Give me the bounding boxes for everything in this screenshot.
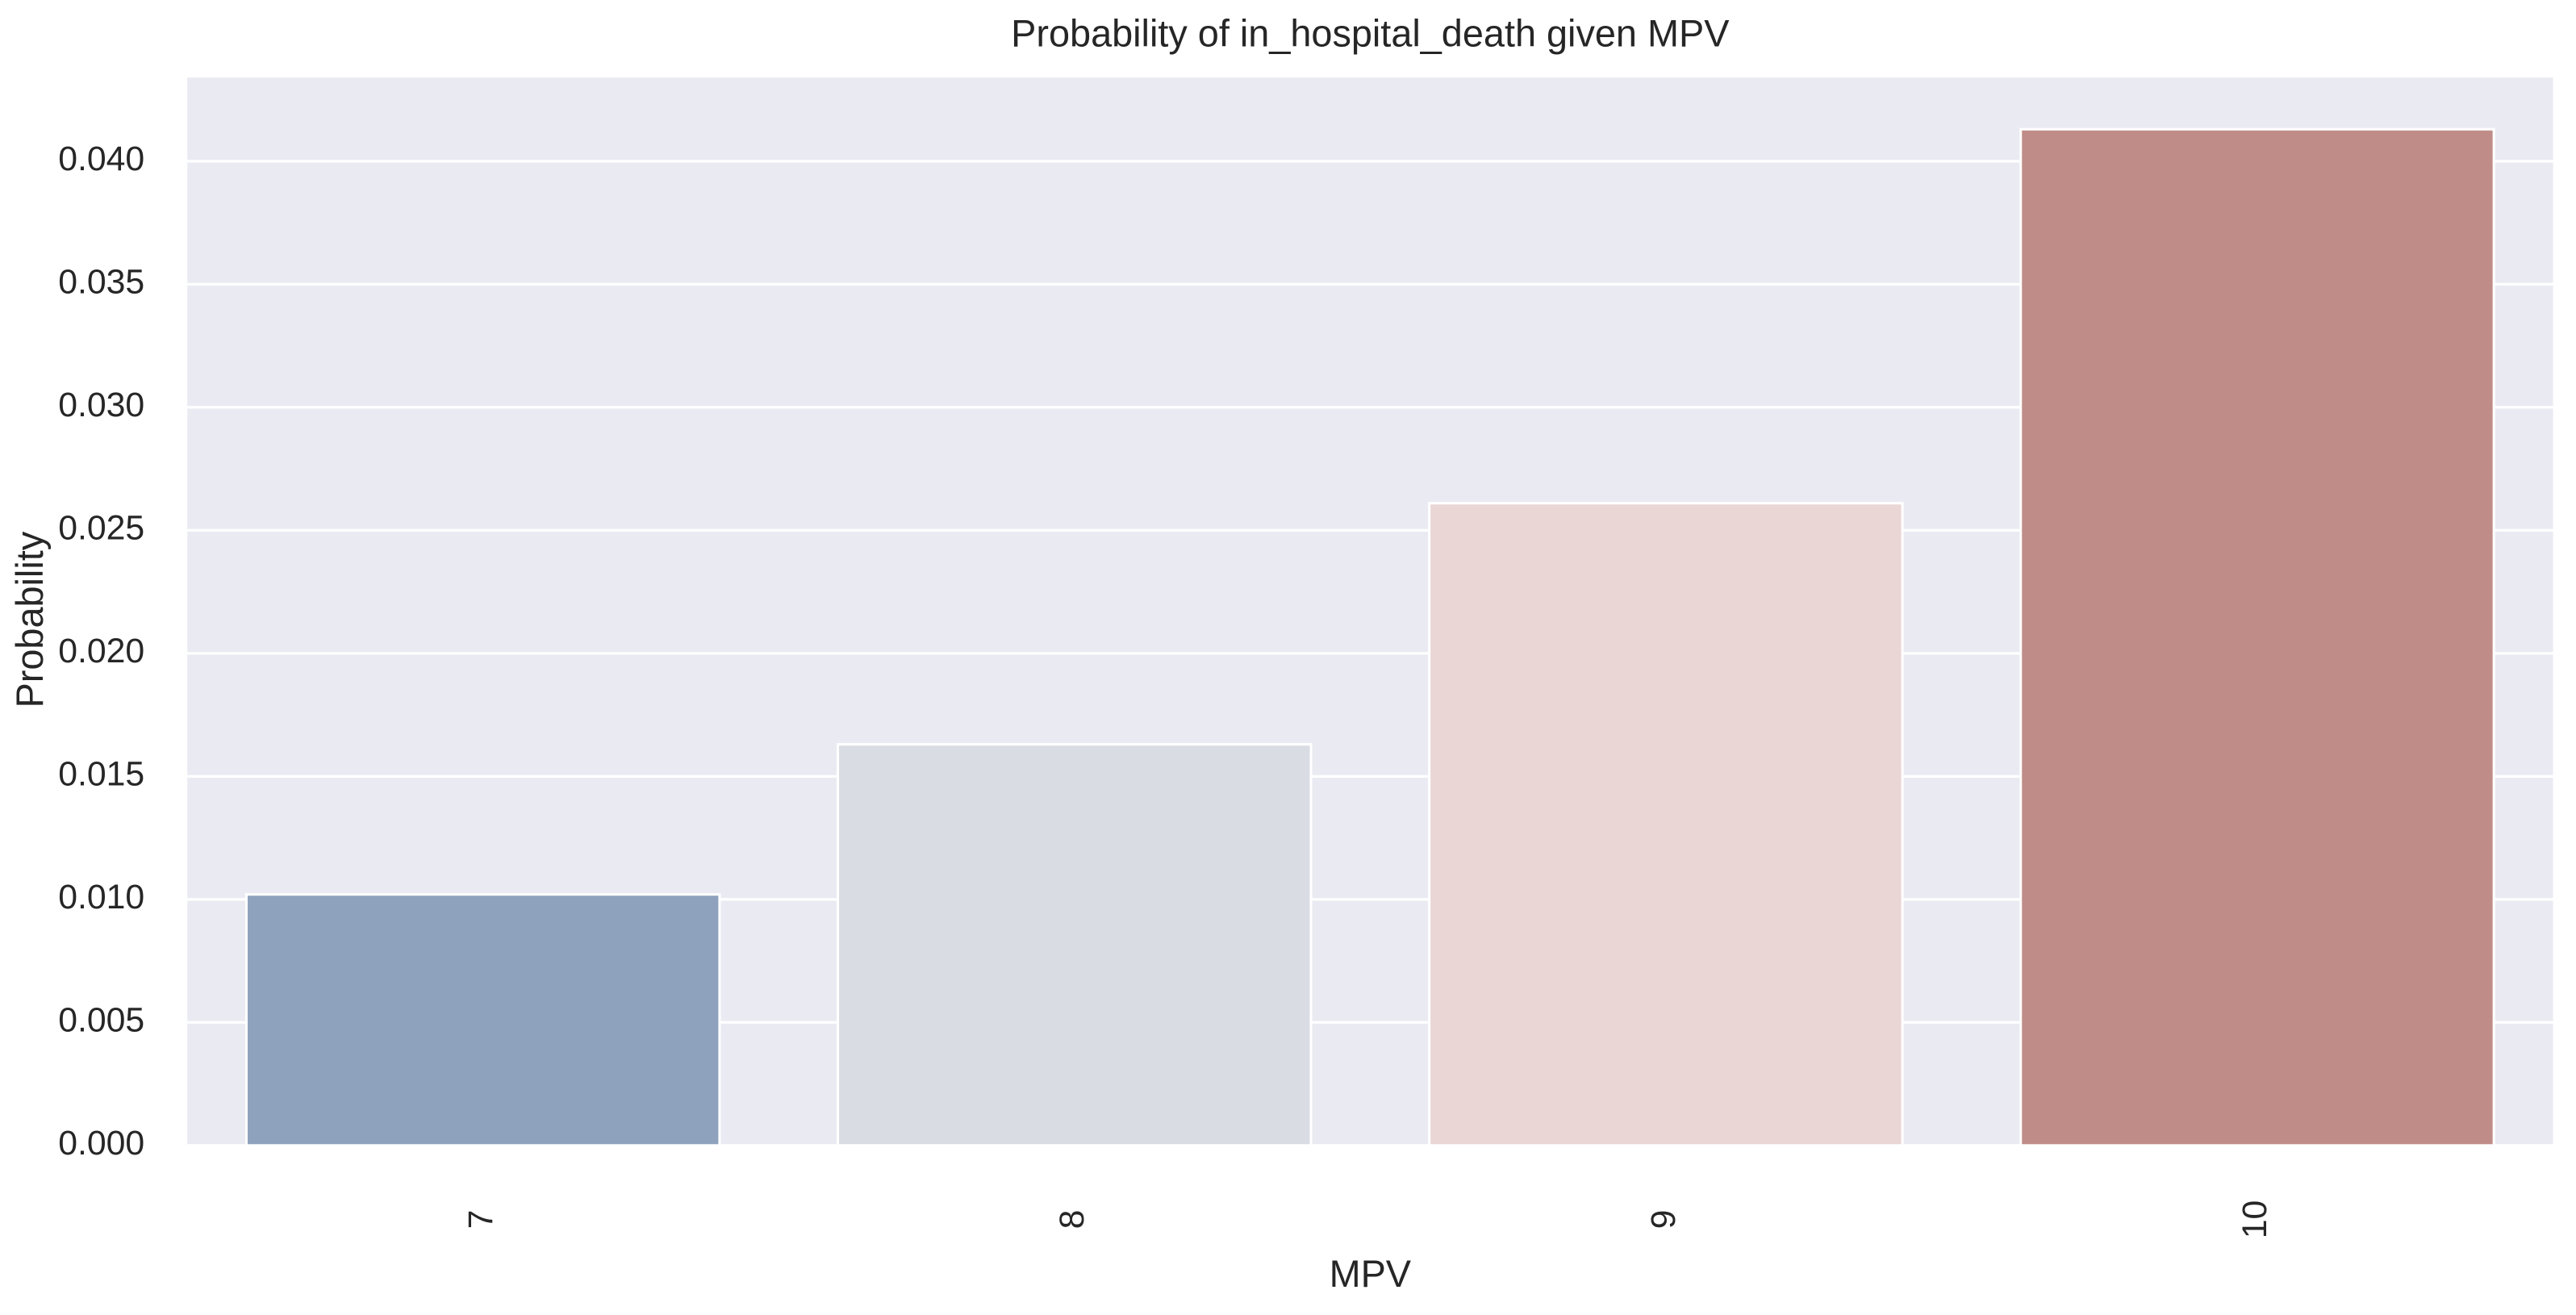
y-tick-label: 0.010 xyxy=(58,878,144,916)
chart-title: Probability of in_hospital_death given M… xyxy=(1011,13,1730,55)
x-tick-label: 8 xyxy=(1053,1210,1092,1229)
x-tick-label: 7 xyxy=(461,1210,500,1229)
y-tick-label: 0.035 xyxy=(58,263,144,302)
x-tick-label: 9 xyxy=(1644,1210,1683,1229)
y-tick-label: 0.025 xyxy=(58,509,144,548)
y-axis-label: Probability xyxy=(9,531,51,708)
y-tick-label: 0.015 xyxy=(58,755,144,794)
x-tick-label: 10 xyxy=(2236,1200,2274,1239)
bar xyxy=(2019,127,2495,1147)
y-tick-label: 0.020 xyxy=(58,632,144,670)
y-tick-label: 0.005 xyxy=(58,1001,144,1040)
y-tick-label: 0.030 xyxy=(58,386,144,424)
bar xyxy=(1428,502,1904,1147)
bar xyxy=(837,743,1313,1147)
bar xyxy=(244,893,721,1147)
y-tick-label: 0.040 xyxy=(58,140,144,178)
y-tick-label: 0.000 xyxy=(58,1124,144,1163)
x-axis-label: MPV xyxy=(1330,1253,1412,1295)
